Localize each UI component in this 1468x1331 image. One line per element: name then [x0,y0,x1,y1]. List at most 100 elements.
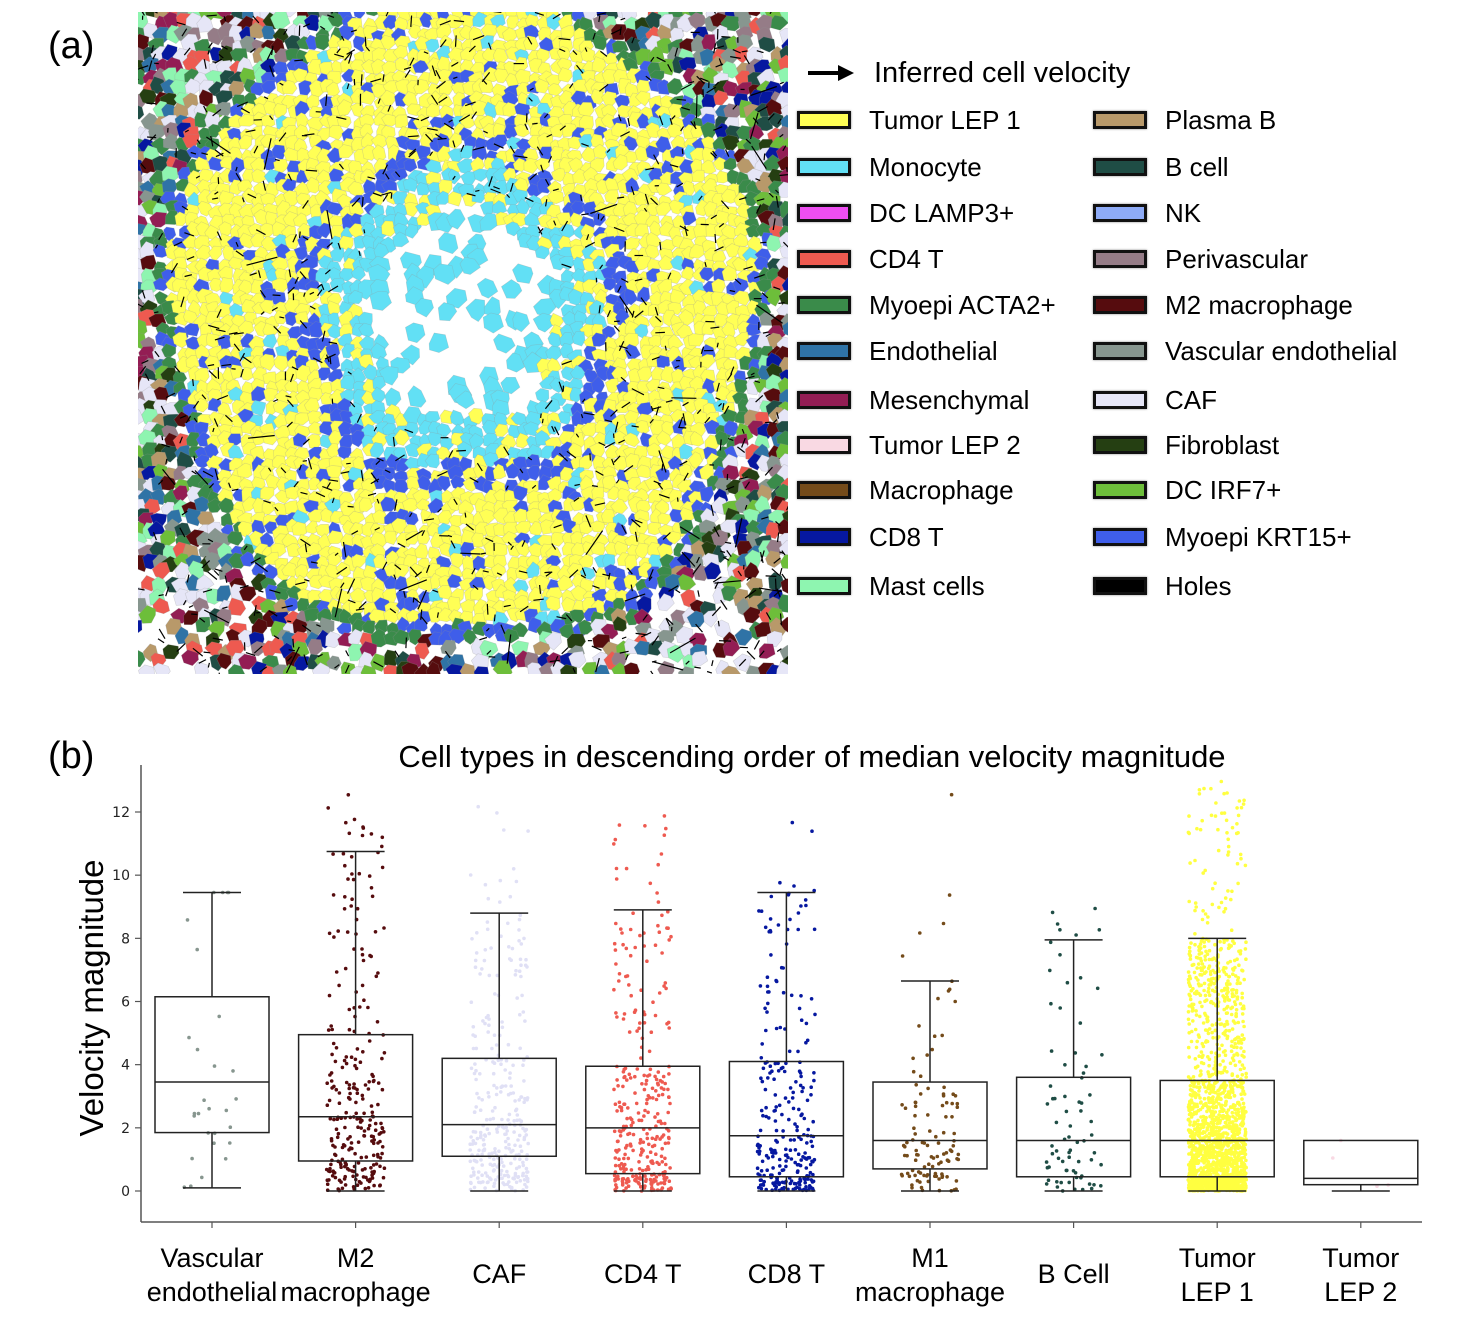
data-point [1230,890,1234,894]
data-point [1230,1146,1234,1150]
data-point [228,1141,232,1145]
data-point [495,1093,499,1097]
data-point [481,1019,485,1023]
data-point [1207,1106,1211,1110]
data-point [511,1064,515,1068]
data-point [1224,907,1228,911]
data-point [622,1157,626,1161]
data-point [773,1184,777,1188]
data-point [1196,1065,1200,1069]
data-point [942,1086,946,1090]
data-point [1098,928,1102,932]
data-point [330,1086,334,1090]
data-point [1243,1134,1247,1138]
data-point [808,1156,812,1160]
data-point [914,1149,918,1153]
data-point [615,867,619,871]
data-point [660,1080,664,1084]
data-point [469,1182,473,1186]
data-point [1219,1098,1223,1102]
data-point [614,1156,618,1160]
data-point [787,1100,791,1104]
data-point [525,1167,529,1171]
legend-item: Mast cells [797,571,985,601]
data-point [217,1015,221,1019]
data-point [637,1027,641,1031]
arrow-right-icon [806,63,856,83]
data-point [1203,1097,1207,1101]
data-point [1067,1181,1071,1185]
data-point [1190,1159,1194,1163]
data-point [525,1098,529,1102]
data-point [1195,1046,1199,1050]
legend-swatch [797,391,851,409]
data-point [628,1030,632,1034]
data-point [1080,1101,1084,1105]
data-point [1239,1092,1243,1096]
data-point [1206,915,1210,919]
data-point [1239,1068,1243,1072]
data-point [526,1142,530,1146]
data-point [480,967,484,971]
data-point [799,1075,803,1079]
data-point [486,1180,490,1184]
legend-swatch [1093,528,1147,546]
data-point [1187,970,1191,974]
data-point [509,1162,513,1166]
data-point [616,1084,620,1088]
data-point [1244,940,1248,944]
data-point [812,1071,816,1075]
legend-label: CAF [1165,385,1217,416]
data-point [234,1097,238,1101]
data-point [1223,998,1227,1002]
data-point [1214,1081,1218,1085]
data-point [766,1076,770,1080]
data-point [192,1114,196,1118]
data-point [344,821,348,825]
data-point [1194,1028,1198,1032]
data-point [519,963,523,967]
data-point [495,1086,499,1090]
data-point [799,1138,803,1142]
data-point [1240,806,1244,810]
data-point [1210,1031,1214,1035]
data-point [1210,1146,1214,1150]
data-point [475,1092,479,1096]
data-point [646,1137,650,1141]
data-point [614,838,618,842]
data-point [468,1148,472,1152]
data-point [942,1094,946,1098]
data-point [348,1028,352,1032]
data-point [1209,973,1213,977]
data-point [780,1067,784,1071]
data-point [766,975,770,979]
data-point [1230,1040,1234,1044]
data-point [756,1150,760,1154]
data-point [1220,780,1224,784]
data-point [656,1182,660,1186]
data-point [519,975,523,979]
data-point [1047,1165,1051,1169]
data-point [1241,1111,1245,1115]
data-point [491,1109,495,1113]
data-point [1219,1141,1223,1145]
data-point [519,958,523,962]
data-point [515,1181,519,1185]
data-point [629,928,633,932]
data-point [343,1175,347,1179]
data-point [1190,1151,1194,1155]
data-point [499,879,503,883]
data-point [1220,901,1224,905]
data-point [345,1062,349,1066]
data-point [905,1154,909,1158]
data-point [492,1168,496,1172]
data-point [231,1069,235,1073]
data-point [519,914,523,918]
data-point [1211,989,1215,993]
legend-label: B cell [1165,152,1229,183]
data-point [803,1151,807,1155]
data-point [338,1091,342,1095]
data-point [913,1174,917,1178]
legend-swatch [797,204,851,222]
data-point [635,1102,639,1106]
